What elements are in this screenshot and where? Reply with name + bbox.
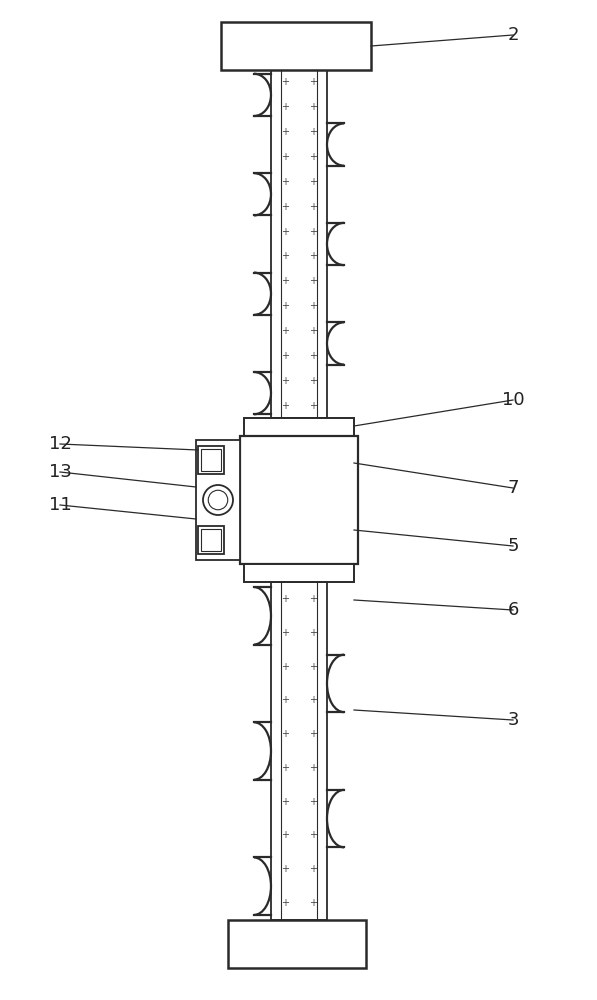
Text: 12: 12	[48, 435, 72, 453]
Text: 2: 2	[507, 26, 519, 44]
Text: +: +	[281, 177, 289, 187]
Bar	[201, 529, 221, 551]
Text: 6: 6	[507, 601, 519, 619]
Circle shape	[203, 485, 233, 515]
Text: +: +	[281, 628, 289, 638]
Text: 10: 10	[501, 391, 524, 409]
Bar	[244, 418, 354, 436]
Text: +: +	[281, 276, 289, 286]
Bar	[240, 436, 358, 564]
Text: +: +	[281, 662, 289, 672]
Text: +: +	[281, 376, 289, 386]
Bar	[198, 446, 224, 474]
Text: +: +	[281, 301, 289, 311]
Text: 3: 3	[507, 711, 519, 729]
Text: +: +	[281, 326, 289, 336]
Text: +: +	[309, 729, 317, 739]
Text: 5: 5	[507, 537, 519, 555]
Text: +: +	[281, 202, 289, 212]
Text: +: +	[281, 351, 289, 361]
Text: +: +	[281, 227, 289, 237]
Text: +: +	[309, 898, 317, 908]
Bar	[196, 440, 240, 560]
Text: +: +	[309, 301, 317, 311]
Text: +: +	[281, 127, 289, 137]
Text: +: +	[281, 594, 289, 604]
Text: +: +	[281, 401, 289, 411]
Bar	[271, 70, 327, 418]
Text: +: +	[309, 662, 317, 672]
Text: +: +	[309, 177, 317, 187]
Text: +: +	[281, 729, 289, 739]
Text: +: +	[281, 152, 289, 162]
Text: +: +	[309, 127, 317, 137]
Text: +: +	[309, 276, 317, 286]
Text: +: +	[281, 251, 289, 261]
Bar	[244, 564, 354, 582]
Text: +: +	[281, 797, 289, 807]
Text: +: +	[309, 251, 317, 261]
Text: +: +	[309, 628, 317, 638]
Text: +: +	[309, 152, 317, 162]
Text: +: +	[309, 202, 317, 212]
Text: +: +	[309, 351, 317, 361]
Text: +: +	[309, 763, 317, 773]
Text: 7: 7	[507, 479, 519, 497]
Text: 11: 11	[48, 496, 72, 514]
Text: +: +	[281, 763, 289, 773]
Text: +: +	[309, 830, 317, 840]
Text: +: +	[309, 695, 317, 705]
Bar	[221, 22, 371, 70]
Text: +: +	[281, 898, 289, 908]
Text: +: +	[309, 102, 317, 112]
Text: +: +	[281, 102, 289, 112]
Text: +: +	[309, 594, 317, 604]
Text: +: +	[309, 401, 317, 411]
Bar	[271, 582, 327, 920]
Text: +: +	[309, 376, 317, 386]
Circle shape	[208, 490, 227, 510]
Text: +: +	[309, 77, 317, 87]
Bar	[228, 920, 366, 968]
Text: +: +	[309, 797, 317, 807]
Text: +: +	[281, 695, 289, 705]
Bar	[198, 526, 224, 554]
Text: +: +	[309, 864, 317, 874]
Text: +: +	[309, 326, 317, 336]
Text: +: +	[281, 77, 289, 87]
Text: +: +	[281, 864, 289, 874]
Text: 13: 13	[48, 463, 72, 481]
Text: +: +	[281, 830, 289, 840]
Bar	[201, 449, 221, 471]
Text: +: +	[309, 227, 317, 237]
